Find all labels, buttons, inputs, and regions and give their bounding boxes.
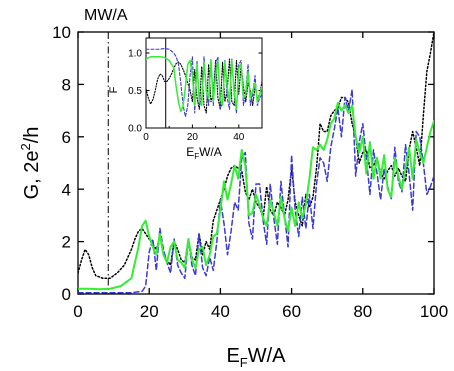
x-tick-label: 100: [420, 302, 448, 321]
y-tick-label: 8: [62, 76, 71, 95]
y-tick-label: 4: [62, 180, 71, 199]
series-line-solid: [146, 56, 262, 113]
inset-background: [146, 38, 262, 128]
x-tick-label: 80: [353, 302, 372, 321]
y-tick-label: 2: [62, 233, 71, 252]
series-group: [146, 47, 262, 118]
y-tick-label: 0.5: [128, 86, 142, 97]
plot-frame: [77, 31, 435, 295]
inset-x-axis-label-sub: F: [194, 152, 199, 161]
y-tick-label: 10: [52, 23, 71, 42]
x-tick-label: 0: [143, 132, 149, 143]
x-axis-label: EFW/A: [226, 345, 286, 370]
inset-x-axis-label-rest: W/A: [199, 145, 222, 159]
x-tick-label: 20: [187, 132, 199, 143]
y-axis-label-sup: 2: [18, 143, 33, 150]
inset-x-axis-label-main: E: [186, 145, 194, 159]
y-axis-label-main: G, 2e: [21, 151, 43, 200]
y-tick-label: 0.0: [128, 124, 142, 135]
y-tick-label: 1.0: [128, 49, 142, 60]
x-tick-label: 0: [73, 302, 82, 321]
y-axis-label-rest: /h: [21, 127, 43, 144]
x-axis-label-sub: F: [240, 355, 248, 370]
x-axis-label-main: E: [226, 345, 239, 367]
x-axis-label-rest: W/A: [248, 345, 286, 367]
series-line-dashed: [78, 88, 434, 294]
x-tick-label: 40: [233, 132, 245, 143]
y-tick-label: 0: [62, 285, 71, 304]
y-tick-label: 6: [62, 128, 71, 147]
annotation-label: MW/A: [84, 7, 128, 24]
series-line-solid: [78, 101, 434, 291]
y-axis-label: G, 2e2/h: [18, 127, 43, 200]
x-tick-label: 40: [211, 302, 230, 321]
x-tick-label: 20: [140, 302, 159, 321]
series-group: [78, 32, 434, 294]
inset-y-axis-label: F: [108, 86, 120, 93]
inset-x-axis-label: EFW/A: [186, 145, 222, 161]
x-tick-label: 60: [282, 302, 301, 321]
